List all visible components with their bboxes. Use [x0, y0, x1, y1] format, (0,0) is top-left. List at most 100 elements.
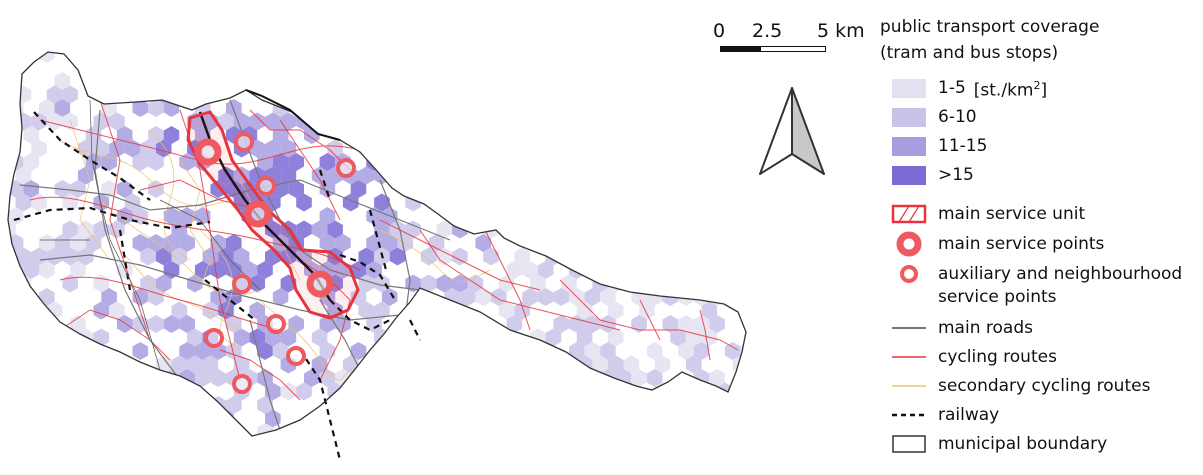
density-hexagon — [148, 423, 164, 436]
density-hexagon — [241, 261, 258, 279]
density-hexagon — [514, 220, 530, 239]
density-hexagon — [381, 126, 398, 144]
density-hexagon — [8, 52, 24, 63]
density-hexagon — [685, 166, 702, 185]
density-hexagon — [545, 355, 562, 374]
density-hexagon — [436, 220, 453, 239]
density-hexagon — [351, 450, 367, 468]
density-hexagon — [23, 180, 39, 198]
density-hexagon — [607, 301, 624, 320]
density-hexagon — [413, 396, 429, 414]
density-hexagon — [420, 274, 437, 293]
density-hexagon — [709, 234, 725, 252]
density-hexagon — [327, 139, 343, 158]
density-hexagon — [179, 72, 195, 90]
density-hexagon — [444, 396, 460, 414]
density-hexagon — [31, 355, 47, 374]
density-hexagon — [717, 409, 733, 428]
density-hexagon — [576, 166, 593, 185]
density-hexagon — [600, 261, 616, 279]
scale-label-5km: 5 km — [817, 20, 865, 42]
density-hexagon — [576, 193, 593, 212]
density-hexagon — [381, 342, 398, 360]
density-hexagon — [592, 220, 608, 239]
density-hexagon — [436, 274, 453, 293]
density-hexagon — [740, 261, 746, 279]
density-hexagon — [374, 139, 390, 158]
density-swatch-gt15 — [892, 165, 926, 185]
density-hexagon — [530, 58, 546, 77]
density-hexagon — [109, 409, 125, 428]
density-hexagon — [148, 234, 164, 252]
density-hexagon — [452, 464, 468, 475]
density-hexagon — [195, 450, 211, 468]
density-hexagon — [148, 180, 164, 198]
density-hexagon — [530, 355, 546, 374]
density-hexagon — [179, 450, 195, 468]
density-hexagon — [54, 396, 71, 414]
density-hexagon — [685, 220, 702, 239]
density-hexagon — [693, 126, 710, 144]
density-hexagon — [709, 99, 725, 117]
density-hexagon — [685, 247, 702, 266]
density-hexagon — [389, 328, 406, 347]
density-hexagon — [491, 288, 507, 306]
density-hexagon — [607, 382, 624, 401]
density-hexagon — [600, 342, 616, 360]
density-hexagon — [459, 207, 476, 225]
density-hexagon — [537, 126, 554, 144]
density-hexagon — [226, 18, 242, 36]
density-hexagon — [374, 409, 390, 428]
density-hexagon — [592, 437, 608, 455]
density-hexagon — [685, 274, 702, 293]
density-hexagon — [717, 139, 733, 158]
density-hexagon — [717, 58, 733, 77]
density-hexagon — [124, 382, 141, 401]
density-hexagon — [748, 59, 764, 77]
density-hexagon — [561, 464, 577, 475]
density-hexagon — [608, 437, 624, 455]
density-hexagon — [437, 464, 453, 475]
density-hexagon — [265, 5, 281, 23]
density-hexagon — [607, 328, 624, 347]
density-hexagon — [600, 450, 616, 468]
density-hexagon — [483, 247, 499, 266]
density-hexagon — [39, 342, 55, 360]
density-hexagon — [8, 382, 16, 401]
legend-class-6-10: 6-10 — [880, 105, 977, 129]
density-hexagon — [561, 247, 577, 266]
density-hexagon — [724, 342, 741, 360]
scale-label-0: 0 — [713, 20, 726, 42]
density-hexagon — [639, 166, 655, 185]
density-hexagon — [514, 301, 530, 320]
density-hexagon — [0, 315, 8, 333]
density-hexagon — [709, 315, 725, 333]
density-hexagon — [265, 112, 281, 131]
density-hexagon — [358, 247, 375, 266]
density-hexagon — [420, 355, 437, 374]
density-hexagon — [428, 396, 445, 414]
density-hexagon — [257, 52, 273, 63]
legend-secondary-cycling: secondary cycling routes — [880, 374, 1150, 398]
density-hexagon — [584, 288, 601, 306]
density-hexagon — [397, 315, 414, 333]
density-hexagon — [475, 72, 491, 90]
density-hexagon — [116, 126, 133, 144]
density-hexagon — [506, 52, 523, 63]
density-hexagon — [304, 18, 320, 36]
density-hexagon — [31, 409, 47, 428]
density-hexagon — [592, 85, 608, 104]
density-hexagon — [226, 396, 242, 414]
density-hexagon — [226, 52, 242, 63]
density-hexagon — [374, 382, 390, 401]
density-hexagon — [678, 396, 694, 414]
density-hexagon — [694, 450, 710, 468]
density-hexagon — [39, 288, 55, 306]
density-hexagon — [709, 153, 725, 171]
density-hexagon — [164, 0, 180, 9]
density-hexagon — [296, 220, 312, 239]
density-hexagon — [569, 315, 585, 333]
density-hexagon — [54, 234, 71, 252]
density-hexagon — [522, 126, 538, 144]
density-hexagon — [429, 18, 445, 36]
